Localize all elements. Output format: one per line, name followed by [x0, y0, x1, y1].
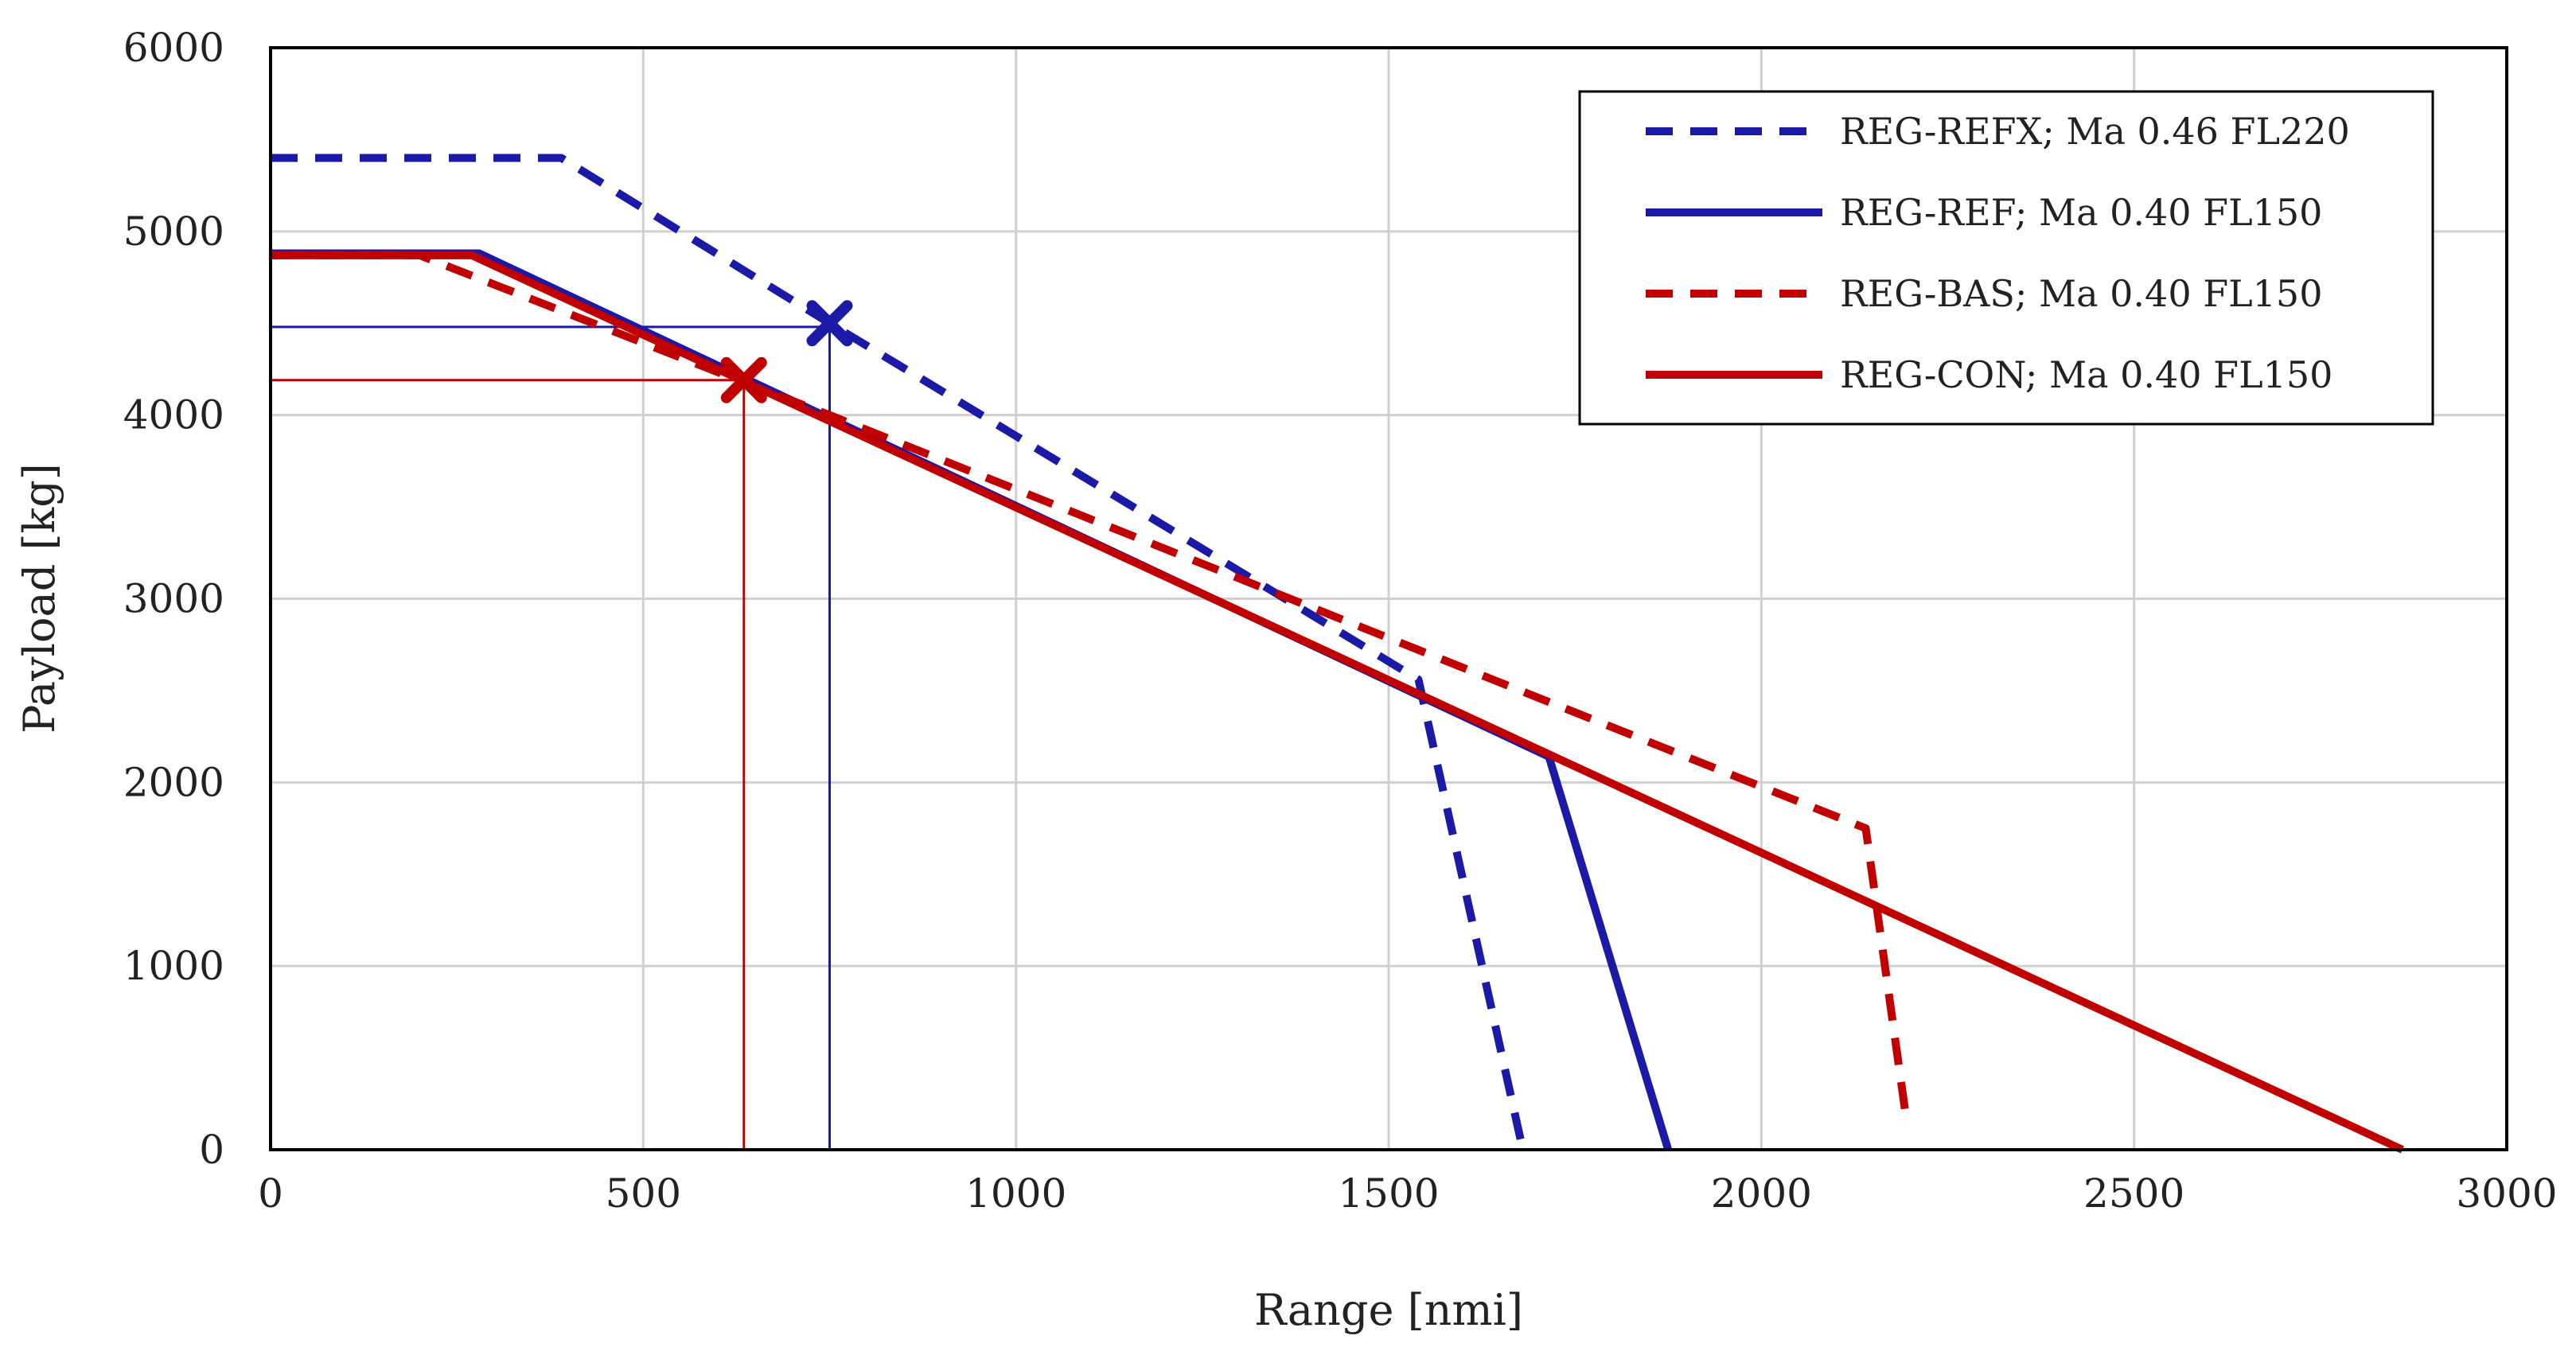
- y-tick-labels: 0 1000 2000 3000 4000 5000 6000: [123, 25, 224, 1173]
- legend-label: REG-BAS; Ma 0.40 FL150: [1840, 272, 2322, 315]
- legend-label: REG-CON; Ma 0.40 FL150: [1840, 353, 2332, 396]
- markers-layer: [720, 300, 853, 403]
- x-tick-label: 3000: [2456, 1170, 2557, 1217]
- legend-box: [1578, 90, 2434, 426]
- legend-label: REG-REF; Ma 0.40 FL150: [1840, 191, 2322, 234]
- series-line-4: [271, 251, 2404, 1154]
- y-tick-label: 3000: [123, 576, 224, 622]
- legend-label: REG-REFX; Ma 0.46 FL220: [1840, 110, 2350, 153]
- y-tick-label: 5000: [123, 208, 224, 255]
- legend-item: REG-REF; Ma 0.40 FL150: [1646, 191, 2322, 234]
- y-tick-label: 0: [199, 1127, 224, 1173]
- y-tick-label: 4000: [123, 392, 224, 438]
- y-axis-title: Payload [kg]: [14, 463, 64, 734]
- legend-item: REG-CON; Ma 0.40 FL150: [1646, 353, 2332, 396]
- design-point-marker-1: [806, 300, 853, 347]
- legend-item: REG-BAS; Ma 0.40 FL150: [1646, 272, 2322, 315]
- legend-item: REG-REFX; Ma 0.46 FL220: [1646, 110, 2350, 153]
- x-tick-label: 1500: [1338, 1170, 1439, 1217]
- x-tick-label: 500: [606, 1170, 681, 1217]
- y-tick-label: 1000: [123, 943, 224, 989]
- x-tick-label: 0: [258, 1170, 283, 1217]
- x-tick-labels: 0 500 1000 1500 2000 2500 3000: [258, 1170, 2558, 1217]
- legend: REG-REFX; Ma 0.46 FL220 REG-REF; Ma 0.40 …: [1578, 90, 2434, 426]
- plot-area-frame: [269, 46, 2508, 1151]
- y-tick-label: 2000: [123, 759, 224, 805]
- x-tick-label: 2500: [2083, 1170, 2184, 1217]
- design-point-marker-2: [720, 356, 767, 403]
- x-axis-title: Range [nmi]: [1254, 1285, 1523, 1335]
- series-line-2: [271, 249, 1673, 1151]
- reference-lines-layer: [271, 325, 831, 1150]
- x-tick-label: 1000: [965, 1170, 1066, 1217]
- legend-items: REG-REFX; Ma 0.46 FL220 REG-REF; Ma 0.40 …: [1646, 110, 2350, 396]
- x-tick-label: 2000: [1711, 1170, 1812, 1217]
- y-tick-label: 6000: [123, 25, 224, 71]
